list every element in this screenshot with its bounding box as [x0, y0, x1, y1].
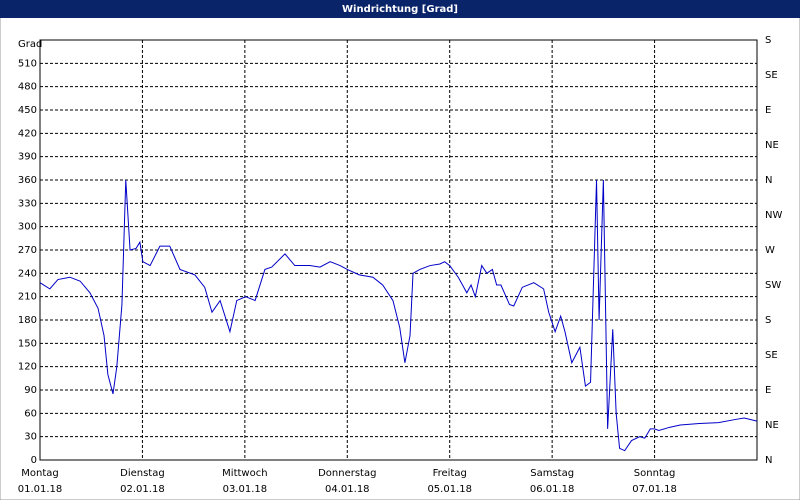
y-tick-label: 510: [18, 58, 37, 69]
y2-tick-label: NW: [765, 210, 782, 221]
x-tick-date: 03.01.18: [223, 484, 268, 495]
y-tick-label: 450: [18, 105, 37, 116]
y-tick-label: 210: [18, 292, 37, 303]
y-tick-label: 300: [18, 222, 37, 233]
y2-tick-label: N: [765, 455, 772, 466]
y-tick-label: 270: [18, 245, 37, 256]
y2-tick-label: W: [765, 245, 775, 256]
y2-tick-label: NE: [765, 140, 779, 151]
x-tick-date: 02.01.18: [120, 484, 165, 495]
y-tick-label: 390: [18, 152, 37, 163]
y-tick-label: 30: [24, 432, 37, 443]
x-tick-date: 05.01.18: [427, 484, 472, 495]
chart-title: Windrichtung [Grad]: [342, 4, 458, 15]
y-tick-label: 240: [18, 268, 37, 279]
y-tick-label: 360: [18, 175, 37, 186]
y-tick-label: 420: [18, 128, 37, 139]
title-bar: [0, 0, 800, 18]
x-tick-label: Sonntag: [634, 468, 676, 479]
y2-tick-label: E: [765, 105, 771, 116]
x-tick-label: Mittwoch: [222, 468, 267, 479]
x-tick-date: 04.01.18: [325, 484, 370, 495]
y2-tick-label: E: [765, 385, 771, 396]
x-tick-label: Montag: [21, 468, 58, 479]
x-tick-date: 06.01.18: [530, 484, 575, 495]
y-axis-label: Grad: [18, 39, 42, 50]
x-tick-date: 07.01.18: [632, 484, 677, 495]
y2-tick-label: SW: [765, 280, 781, 291]
y-tick-label: 0: [31, 455, 37, 466]
y2-tick-label: NE: [765, 420, 779, 431]
y2-tick-label: SE: [765, 350, 778, 361]
x-tick-label: Freitag: [433, 468, 467, 479]
x-tick-label: Samstag: [530, 468, 574, 479]
y-tick-label: 330: [18, 198, 37, 209]
x-tick-label: Dienstag: [120, 468, 165, 479]
y2-tick-label: N: [765, 175, 772, 186]
data-line: [39, 179, 758, 452]
x-tick-label: Donnerstag: [318, 468, 376, 479]
y-tick-label: 180: [18, 315, 37, 326]
x-tick-date: 01.01.18: [18, 484, 63, 495]
y-tick-label: 150: [18, 338, 37, 349]
y-tick-label: 60: [24, 408, 37, 419]
y-tick-label: 90: [24, 385, 37, 396]
y2-tick-label: S: [765, 35, 771, 46]
y-tick-label: 480: [18, 82, 37, 93]
y-tick-label: 120: [18, 362, 37, 373]
y2-tick-label: S: [765, 315, 771, 326]
y2-tick-label: SE: [765, 70, 778, 81]
